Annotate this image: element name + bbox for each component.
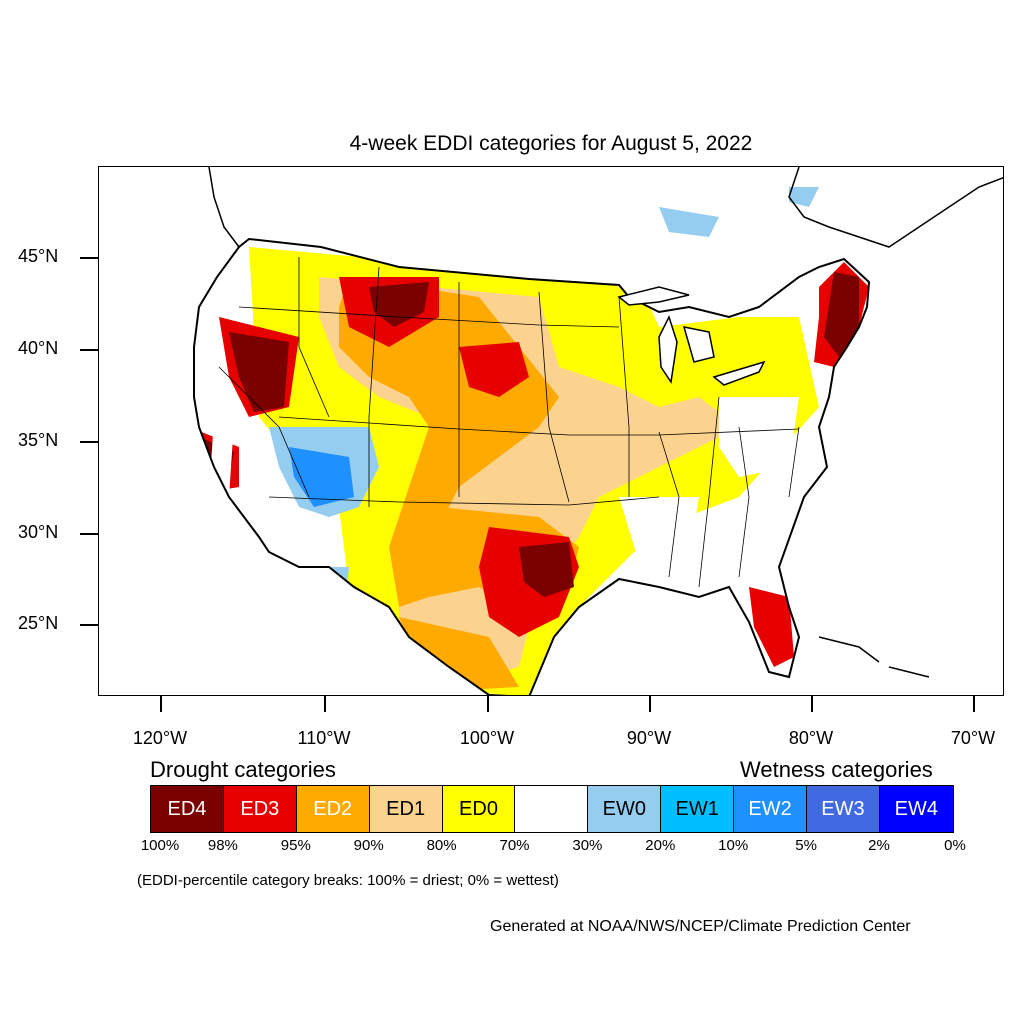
- lat-label-25: 25°N: [18, 613, 59, 633]
- percent-break-label: 10%: [718, 837, 749, 854]
- lon-tick: [487, 696, 489, 712]
- legend-box-ew0: EW0: [588, 786, 662, 832]
- map-panel: [98, 166, 1004, 696]
- drought-heading: Drought categories: [150, 757, 336, 782]
- state-boundaries: [218, 257, 800, 588]
- lat-label-40: 40°N: [18, 338, 59, 358]
- lon-label-80: 80°W: [788, 728, 834, 748]
- lat-tick: [80, 441, 98, 443]
- lake-superior: [617, 286, 690, 306]
- lat-tick: [80, 533, 98, 535]
- legend-box-ed2: ED2: [296, 786, 370, 832]
- percent-break-label: 80%: [426, 837, 457, 854]
- eddi-shading: [194, 239, 869, 695]
- lon-label-100: 100°W: [459, 728, 515, 748]
- legend-box-ed0: ED0: [442, 786, 516, 832]
- percent-break-label: 20%: [645, 837, 676, 854]
- lat-label-45: 45°N: [18, 246, 59, 266]
- legend-bar: ED4 ED3 ED2 ED1 ED0 EW0 EW1 EW2 EW3 EW4: [150, 785, 954, 833]
- wetness-heading: Wetness categories: [740, 757, 933, 782]
- percent-break-label: 90%: [353, 837, 384, 854]
- eddi-map: [193, 167, 1003, 695]
- lat-tick: [80, 349, 98, 351]
- percent-break-label: 30%: [572, 837, 603, 854]
- canada-coast: [208, 167, 240, 248]
- lake-erie: [712, 360, 766, 386]
- percent-break-label: 0%: [944, 837, 966, 854]
- wetness-patch: [659, 207, 719, 237]
- percent-break-label: 2%: [868, 837, 890, 854]
- percent-break-label: 98%: [207, 837, 238, 854]
- caribbean-coast: [888, 666, 930, 678]
- caribbean-coast: [818, 636, 880, 663]
- lat-tick: [80, 624, 98, 626]
- legend-box-ed1: ED1: [369, 786, 443, 832]
- percent-break-label: 95%: [280, 837, 311, 854]
- credit-line: Generated at NOAA/NWS/NCEP/Climate Predi…: [490, 918, 911, 935]
- wetness-patch: [789, 187, 819, 207]
- lon-label-110: 110°W: [297, 728, 351, 748]
- percent-break-label: 5%: [795, 837, 817, 854]
- category-note: (EDDI-percentile category breaks: 100% =…: [137, 872, 559, 889]
- lon-tick: [649, 696, 651, 712]
- legend-box-ew1: EW1: [661, 786, 735, 832]
- lon-tick: [160, 696, 162, 712]
- legend-box-ed3: ED3: [223, 786, 297, 832]
- lon-label-70: 70°W: [950, 728, 996, 748]
- legend-box-neutral: [515, 786, 589, 832]
- percent-break-label: 70%: [499, 837, 530, 854]
- legend-box-ed4: ED4: [151, 786, 224, 832]
- us-coastline: [193, 237, 871, 695]
- lat-tick: [80, 257, 98, 259]
- lat-label-35: 35°N: [18, 430, 59, 450]
- lon-label-90: 90°W: [626, 728, 672, 748]
- map-title: 4-week EDDI categories for August 5, 202…: [349, 132, 753, 155]
- canada-coast: [788, 167, 1003, 248]
- legend-box-ew3: EW3: [807, 786, 880, 832]
- lon-tick: [973, 696, 975, 712]
- legend-box-ew2: EW2: [734, 786, 808, 832]
- lake-michigan: [658, 315, 678, 385]
- legend-box-ew4: EW4: [879, 786, 953, 832]
- lon-tick: [324, 696, 326, 712]
- lon-tick: [811, 696, 813, 712]
- lat-label-30: 30°N: [18, 522, 59, 542]
- lon-label-120: 120°W: [132, 728, 188, 748]
- percent-break-label: 100%: [140, 837, 180, 854]
- lake-huron: [682, 326, 715, 363]
